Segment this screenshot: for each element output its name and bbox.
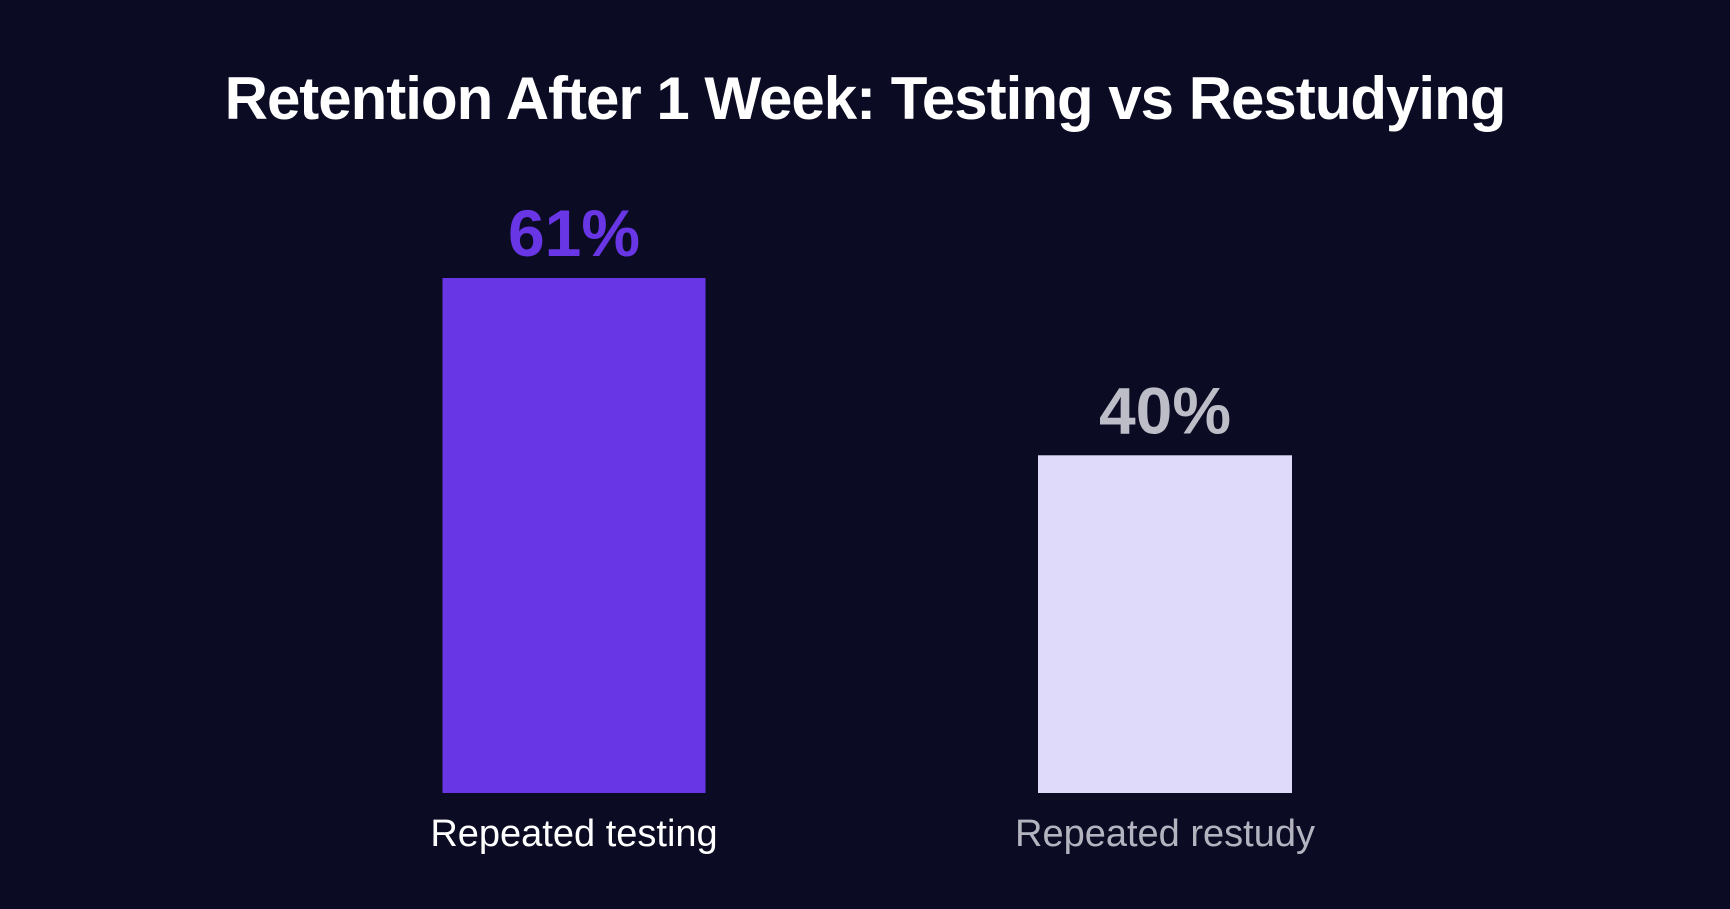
value-label-1: 61% <box>508 196 640 270</box>
value-label-2: 40% <box>1099 373 1231 447</box>
bar-2 <box>1038 455 1292 793</box>
category-label-2: Repeated restudy <box>1015 813 1315 855</box>
bar-1 <box>442 278 706 793</box>
chart-title: Retention After 1 Week: Testing vs Restu… <box>224 65 1507 132</box>
category-label-1: Repeated testing <box>430 813 717 855</box>
